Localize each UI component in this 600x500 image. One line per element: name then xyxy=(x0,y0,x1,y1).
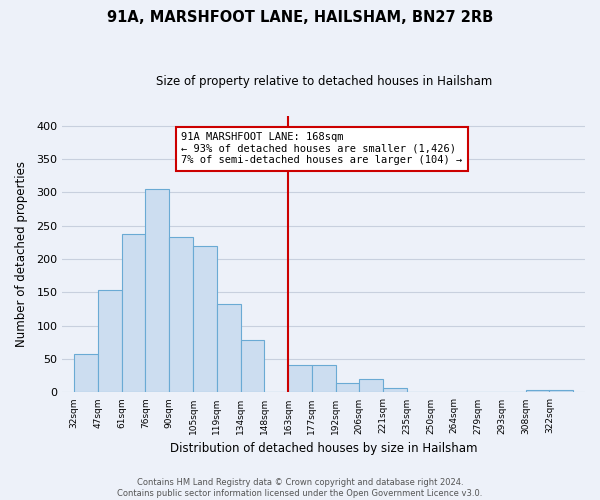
Title: Size of property relative to detached houses in Hailsham: Size of property relative to detached ho… xyxy=(155,75,492,88)
Bar xyxy=(526,390,550,392)
Text: Contains HM Land Registry data © Crown copyright and database right 2024.
Contai: Contains HM Land Registry data © Crown c… xyxy=(118,478,482,498)
Text: 91A, MARSHFOOT LANE, HAILSHAM, BN27 2RB: 91A, MARSHFOOT LANE, HAILSHAM, BN27 2RB xyxy=(107,10,493,25)
Bar xyxy=(288,365,312,392)
Bar xyxy=(217,304,241,392)
Bar xyxy=(312,365,335,392)
Bar xyxy=(193,246,217,392)
Y-axis label: Number of detached properties: Number of detached properties xyxy=(15,161,28,347)
Bar xyxy=(359,379,383,392)
Bar xyxy=(122,234,145,392)
Bar xyxy=(98,290,122,393)
Text: 91A MARSHFOOT LANE: 168sqm
← 93% of detached houses are smaller (1,426)
7% of se: 91A MARSHFOOT LANE: 168sqm ← 93% of deta… xyxy=(181,132,463,166)
Bar xyxy=(383,388,407,392)
Bar xyxy=(169,237,193,392)
Bar xyxy=(74,354,98,393)
X-axis label: Distribution of detached houses by size in Hailsham: Distribution of detached houses by size … xyxy=(170,442,478,455)
Bar xyxy=(241,340,264,392)
Bar xyxy=(550,390,573,392)
Bar xyxy=(145,189,169,392)
Bar xyxy=(335,383,359,392)
